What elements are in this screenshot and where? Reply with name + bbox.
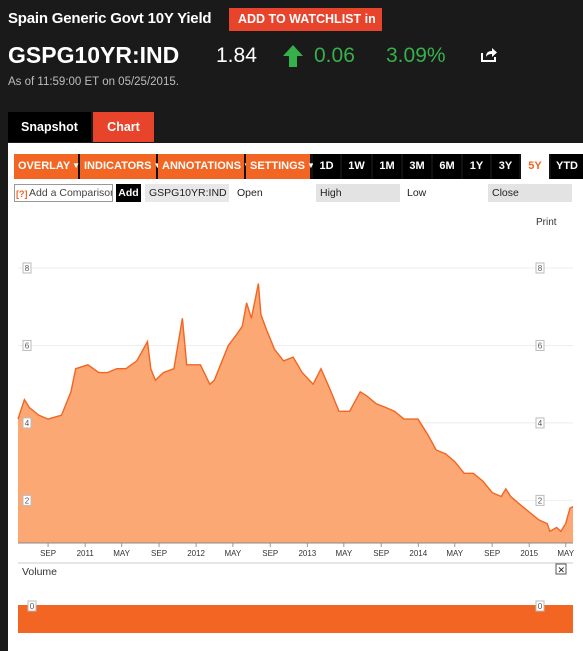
- y-tick-label-right: 2: [538, 496, 543, 505]
- y-tick-box-right: [535, 417, 545, 429]
- as-of-timestamp: As of 11:59:00 ET on 05/25/2015.: [8, 76, 179, 88]
- share-icon[interactable]: [480, 47, 498, 63]
- watchlist-label: ADD TO WATCHLIST: [238, 12, 362, 26]
- x-tick-label: 2014: [409, 549, 427, 558]
- y-tick-box-left: [22, 339, 32, 351]
- x-tick-label: SEP: [151, 549, 167, 558]
- x-tick-label: 2013: [298, 549, 316, 558]
- settings-menu[interactable]: SETTINGS: [246, 154, 310, 179]
- price-change-percent: 3.09%: [386, 44, 446, 67]
- add-comparison-input[interactable]: [?] Add a Comparison: [14, 184, 113, 202]
- up-arrow-icon: [283, 45, 303, 67]
- x-tick-label: 2011: [77, 549, 95, 558]
- comparison-placeholder: Add a Comparison: [29, 187, 113, 199]
- open-value: Open: [237, 187, 263, 199]
- range-ytd[interactable]: YTD: [551, 154, 583, 179]
- security-title: Spain Generic Govt 10Y Yield: [8, 10, 212, 27]
- volume-right-tick-label: 0: [538, 602, 543, 611]
- y-tick-box-left: [22, 262, 32, 274]
- high-value: High: [316, 184, 400, 202]
- x-tick-label: MAY: [557, 549, 574, 558]
- yield-area: [18, 283, 573, 543]
- y-tick-label-right: 8: [538, 264, 543, 273]
- low-value: Low: [407, 187, 427, 199]
- y-tick-box-left: [22, 417, 32, 429]
- y-tick-box-left: [22, 494, 32, 506]
- tab-snapshot[interactable]: Snapshot: [8, 112, 91, 142]
- range-3y[interactable]: 3Y: [492, 154, 519, 179]
- close-value: Close: [488, 184, 572, 202]
- watchlist-suffix: in: [364, 12, 376, 26]
- x-tick-label: 2015: [520, 549, 538, 558]
- x-tick-label: SEP: [484, 549, 500, 558]
- indicators-menu[interactable]: INDICATORS: [80, 154, 156, 179]
- y-tick-label-left: 8: [25, 264, 30, 273]
- overlay-menu[interactable]: OVERLAY: [14, 154, 78, 179]
- y-tick-label-left: 6: [25, 341, 30, 350]
- chart-area: Print 2 2 4 4 6 6 8 8 SEP 2011 MAY SEP 2012 MAY SEP 20…: [8, 207, 583, 651]
- range-1m[interactable]: 1M: [373, 154, 401, 179]
- comparison-row: [?] Add a Comparison Add GSPG10YR:IND Op…: [14, 183, 583, 203]
- price-chart[interactable]: Print 2 2 4 4 6 6 8 8 SEP 2011 MAY SEP 2012 MAY SEP 20…: [8, 207, 583, 651]
- header-bar: Spain Generic Govt 10Y Yield ADD TO WATC…: [0, 0, 583, 38]
- range-1y[interactable]: 1Y: [463, 154, 490, 179]
- y-tick-label-right: 6: [538, 341, 543, 350]
- x-tick-label: SEP: [373, 549, 389, 558]
- x-tick-label: MAY: [225, 549, 242, 558]
- tab-chart[interactable]: Chart: [93, 112, 154, 142]
- range-1w[interactable]: 1W: [342, 154, 371, 179]
- volume-left-tick-box: [27, 600, 37, 612]
- x-tick-label: 2012: [187, 549, 205, 558]
- y-tick-label-right: 4: [538, 419, 543, 428]
- y-tick-box-right: [535, 339, 545, 351]
- range-6m[interactable]: 6M: [433, 154, 461, 179]
- comparison-symbol: GSPG10YR:IND: [145, 184, 229, 202]
- print-link[interactable]: Print: [536, 217, 557, 228]
- annotations-menu[interactable]: ANNOTATIONS: [158, 154, 244, 179]
- x-tick-label: MAY: [446, 549, 463, 558]
- range-3m[interactable]: 3M: [403, 154, 431, 179]
- yield-line: [17, 283, 574, 533]
- ticker-symbol: GSPG10YR:IND: [8, 42, 180, 68]
- x-tick-label: MAY: [113, 549, 130, 558]
- help-icon[interactable]: [?]: [16, 189, 28, 199]
- y-tick-box-right: [535, 262, 545, 274]
- add-comparison-button[interactable]: Add: [116, 184, 141, 202]
- last-price: 1.84: [216, 44, 257, 67]
- volume-left-tick-label: 0: [30, 602, 35, 611]
- chart-panel: OVERLAY INDICATORS ANNOTATIONS SETTINGS …: [8, 143, 583, 651]
- range-5y[interactable]: 5Y: [521, 154, 549, 179]
- add-to-watchlist-button[interactable]: ADD TO WATCHLIST in: [229, 8, 382, 31]
- volume-right-tick-box: [535, 600, 545, 612]
- chart-toolbar: OVERLAY INDICATORS ANNOTATIONS SETTINGS …: [14, 154, 583, 179]
- volume-label: Volume: [22, 566, 57, 578]
- x-tick-label: SEP: [262, 549, 278, 558]
- y-tick-label-left: 4: [25, 419, 30, 428]
- volume-bar: [18, 605, 573, 633]
- y-tick-box-right: [535, 494, 545, 506]
- price-change: 0.06: [314, 44, 355, 67]
- close-icon[interactable]: ✕: [558, 565, 566, 575]
- x-tick-label: MAY: [335, 549, 352, 558]
- x-tick-label: SEP: [40, 549, 56, 558]
- range-1d[interactable]: 1D: [313, 154, 340, 179]
- volume-close-box[interactable]: [555, 563, 567, 575]
- y-tick-label-left: 2: [25, 496, 30, 505]
